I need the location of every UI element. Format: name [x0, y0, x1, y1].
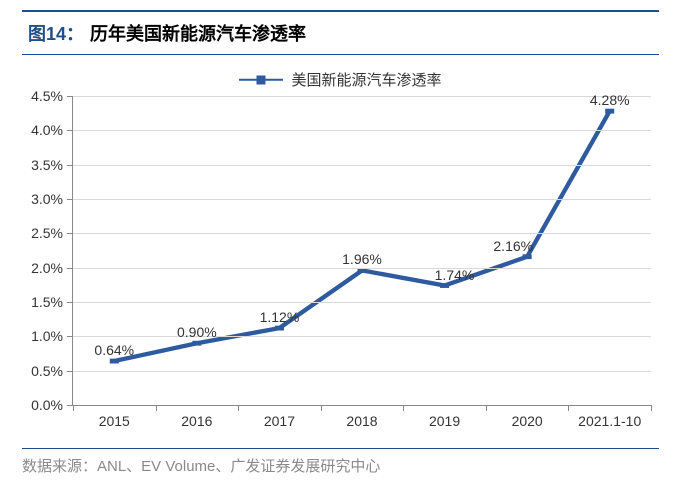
y-axis-label: 4.0%	[31, 122, 73, 138]
grid-line	[73, 336, 651, 337]
x-axis-label: 2021.1-10	[578, 405, 641, 429]
y-axis-label: 0.0%	[31, 397, 73, 413]
y-axis-label: 3.5%	[31, 157, 73, 173]
grid-line	[73, 268, 651, 269]
plot-region: 0.0%0.5%1.0%1.5%2.0%2.5%3.0%3.5%4.0%4.5%…	[72, 96, 651, 406]
x-tick	[156, 405, 157, 411]
chart-legend: 美国新能源汽车渗透率	[22, 55, 659, 96]
x-axis-label: 2017	[264, 405, 295, 429]
y-axis-label: 1.0%	[31, 328, 73, 344]
data-marker	[275, 326, 284, 331]
data-value-label: 1.74%	[435, 266, 475, 282]
x-tick	[321, 405, 322, 411]
chart-area: 0.0%0.5%1.0%1.5%2.0%2.5%3.0%3.5%4.0%4.5%…	[22, 96, 659, 448]
grid-line	[73, 233, 651, 234]
grid-line	[73, 96, 651, 97]
data-value-label: 0.64%	[94, 342, 134, 358]
data-value-label: 0.90%	[177, 324, 217, 340]
grid-line	[73, 199, 651, 200]
x-axis-label: 2015	[99, 405, 130, 429]
x-axis-label: 2016	[181, 405, 212, 429]
data-marker	[192, 341, 201, 346]
figure-title: 历年美国新能源汽车渗透率	[90, 20, 306, 46]
grid-line	[73, 371, 651, 372]
y-axis-label: 3.0%	[31, 191, 73, 207]
figure-source: 数据来源：ANL、EV Volume、广发证券发展研究中心	[22, 448, 659, 476]
figure-label: 图14：	[28, 20, 84, 46]
data-marker	[523, 254, 532, 259]
x-tick	[568, 405, 569, 411]
x-tick	[486, 405, 487, 411]
figure-header: 图14： 历年美国新能源汽车渗透率	[22, 10, 659, 55]
grid-line	[73, 130, 651, 131]
data-marker	[357, 268, 366, 273]
data-value-label: 2.16%	[493, 237, 533, 253]
x-axis-label: 2020	[512, 405, 543, 429]
x-axis-label: 2018	[346, 405, 377, 429]
x-tick	[73, 405, 74, 411]
data-marker	[110, 359, 119, 364]
grid-line	[73, 165, 651, 166]
y-axis-label: 2.0%	[31, 260, 73, 276]
y-axis-label: 4.5%	[31, 88, 73, 104]
x-axis-label: 2019	[429, 405, 460, 429]
legend-marker-icon	[239, 73, 283, 87]
y-axis-label: 1.5%	[31, 294, 73, 310]
y-axis-label: 2.5%	[31, 225, 73, 241]
x-tick	[403, 405, 404, 411]
legend-series-label: 美国新能源汽车渗透率	[291, 69, 441, 90]
data-value-label: 4.28%	[590, 92, 630, 108]
data-value-label: 1.96%	[342, 251, 382, 267]
grid-line	[73, 302, 651, 303]
y-axis-label: 0.5%	[31, 363, 73, 379]
data-marker	[605, 109, 614, 114]
x-tick	[651, 405, 652, 411]
data-marker	[440, 283, 449, 288]
x-tick	[238, 405, 239, 411]
data-value-label: 1.12%	[260, 309, 300, 325]
